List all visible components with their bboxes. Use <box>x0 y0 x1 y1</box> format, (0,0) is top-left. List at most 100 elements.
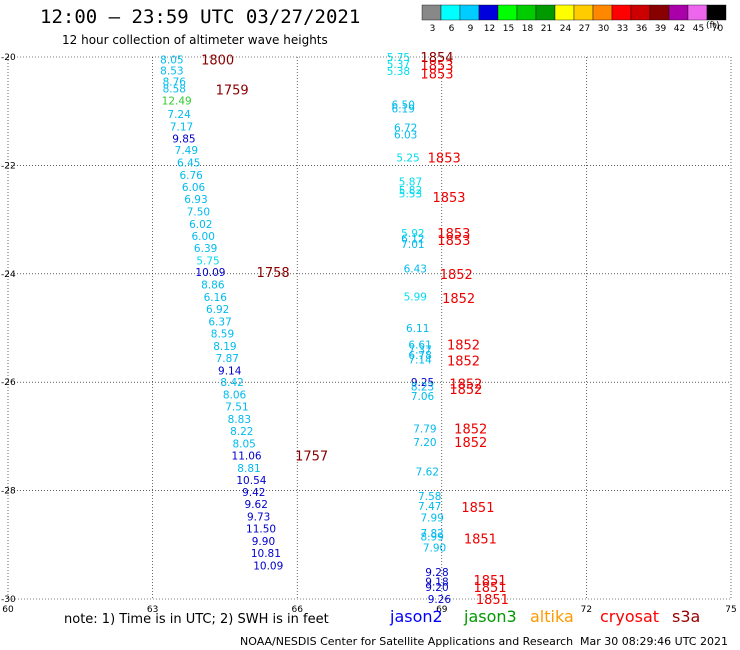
legend-label: 42 <box>674 24 685 34</box>
x-tick-label: 63 <box>147 605 158 615</box>
color-legend: 3 6 9 12 15 18 21 24 27 30 33 36 39 42 45 70 <box>421 4 727 34</box>
wave-height-value: 9.14 <box>218 365 242 377</box>
note-text: note: 1) Time is in UTC; 2) SWH is in fe… <box>64 612 329 627</box>
wave-height-value: 7.87 <box>216 353 239 365</box>
wave-height-value: 9.73 <box>247 512 270 524</box>
wave-height-value: 12.49 <box>162 95 192 107</box>
wave-height-value: 6.92 <box>206 304 229 316</box>
wave-height-value: 6.39 <box>194 243 217 255</box>
legend-label: 6 <box>449 24 455 34</box>
time-label: 1852 <box>454 422 487 437</box>
wave-height-value: 5.75 <box>196 255 219 267</box>
legend-label: 70 <box>712 24 724 34</box>
time-label: 1853 <box>437 227 470 242</box>
wave-height-value: 7.14 <box>408 354 432 366</box>
wave-height-value: 7.01 <box>401 239 424 251</box>
wave-height-value: 9.28 <box>425 567 448 579</box>
legend-label: 15 <box>503 24 514 34</box>
legend-label: 24 <box>560 24 572 34</box>
time-label: 1851 <box>476 593 509 608</box>
wave-height-value: 7.49 <box>175 145 198 157</box>
y-tick-label: -30 <box>1 595 16 605</box>
wave-height-value: 7.37 <box>408 345 431 357</box>
time-label: 1851 <box>461 501 494 516</box>
wave-height-value: 8.76 <box>163 76 187 88</box>
legend-label: 18 <box>522 24 534 34</box>
y-axis: -20 -22 -24 -26 -28 -30 <box>1 53 16 605</box>
wave-height-value: 8.53 <box>160 66 183 78</box>
wave-height-value: 5.38 <box>387 66 410 78</box>
legend-swatch <box>687 4 708 21</box>
time-label: 1852 <box>447 355 480 370</box>
wave-height-value: 10.54 <box>236 475 266 487</box>
legend-swatch <box>573 4 594 21</box>
wave-height-value: 7.90 <box>423 543 446 555</box>
mission-s3a: s3a <box>672 607 701 626</box>
wave-height-value: 8.22 <box>230 426 253 438</box>
legend-label: 36 <box>636 24 648 34</box>
wave-height-value: 8.59 <box>211 328 234 340</box>
legend-label: 12 <box>484 24 495 34</box>
wave-height-value: 9.42 <box>242 487 265 499</box>
page-title: 12:00 – 23:59 UTC 03/27/2021 <box>40 6 361 28</box>
wave-height-value: 8.06 <box>223 390 247 402</box>
time-label: 1800 <box>201 54 234 69</box>
wave-height-value: 6.50 <box>392 100 415 112</box>
time-label: 1852 <box>447 338 480 353</box>
legend-swatch <box>611 4 632 21</box>
legend-unit: (ft) <box>706 21 720 31</box>
y-tick-label: -22 <box>1 161 16 171</box>
wave-height-value: 6.11 <box>406 323 429 335</box>
wave-height-value: 11.06 <box>232 450 262 462</box>
legend-label: 33 <box>617 24 628 34</box>
wave-height-value: 6.78 <box>408 350 431 362</box>
wave-height-points: 8.058.538.768.5812.497.247.179.857.496.4… <box>160 52 451 606</box>
x-tick-label: 66 <box>291 605 303 615</box>
x-tick-label: 60 <box>2 605 14 615</box>
wave-height-value: 9.62 <box>245 499 268 511</box>
wave-height-value: 6.12 <box>401 234 424 246</box>
legend-swatch <box>459 4 480 21</box>
wave-height-value: 5.53 <box>399 189 422 201</box>
wave-height-value: 7.17 <box>170 121 193 133</box>
legend-swatch <box>649 4 670 21</box>
wave-height-value: 7.20 <box>413 437 436 449</box>
wave-height-value: 7.82 <box>420 528 443 540</box>
footer-credit: NOAA/NESDIS Center for Satellite Applica… <box>240 635 574 648</box>
wave-height-value: 9.20 <box>425 582 448 594</box>
time-label: 1851 <box>473 574 506 589</box>
time-label: 1852 <box>442 292 475 307</box>
wave-height-value: 7.58 <box>418 491 441 503</box>
wave-height-value: 6.02 <box>189 219 212 231</box>
wave-height-value: 8.86 <box>201 280 225 292</box>
wave-height-value: 7.50 <box>187 206 210 218</box>
time-label: 1854 <box>420 51 453 66</box>
time-label: 1851 <box>473 581 506 596</box>
x-tick-label: 72 <box>581 605 592 615</box>
legend-swatch <box>440 4 461 21</box>
time-label: 1853 <box>428 151 461 166</box>
y-tick-label: -24 <box>1 270 16 280</box>
grid <box>8 57 731 599</box>
time-label: 1759 <box>216 84 249 99</box>
wave-height-value: 6.61 <box>408 339 431 351</box>
wave-height-value: 8.83 <box>228 414 251 426</box>
time-label: 1853 <box>420 59 453 74</box>
wave-height-value: 6.43 <box>404 263 427 275</box>
legend-swatch <box>497 4 518 21</box>
wave-height-value: 6.76 <box>179 170 203 182</box>
time-label: 1852 <box>449 377 482 392</box>
legend-swatch <box>516 4 537 21</box>
mission-cryosat: cryosat <box>600 607 660 626</box>
wave-height-value: 9.26 <box>428 594 452 606</box>
legend-swatch <box>554 4 575 21</box>
wave-height-value: 10.09 <box>195 267 225 279</box>
wave-height-value: 8.05 <box>160 55 183 67</box>
wave-height-value: 10.09 <box>253 560 283 572</box>
x-tick-label: 75 <box>725 605 736 615</box>
legend-label: 27 <box>579 24 590 34</box>
time-label: 1852 <box>454 436 487 451</box>
wave-height-value: 6.93 <box>184 194 207 206</box>
wave-height-value: 7.99 <box>420 513 443 525</box>
